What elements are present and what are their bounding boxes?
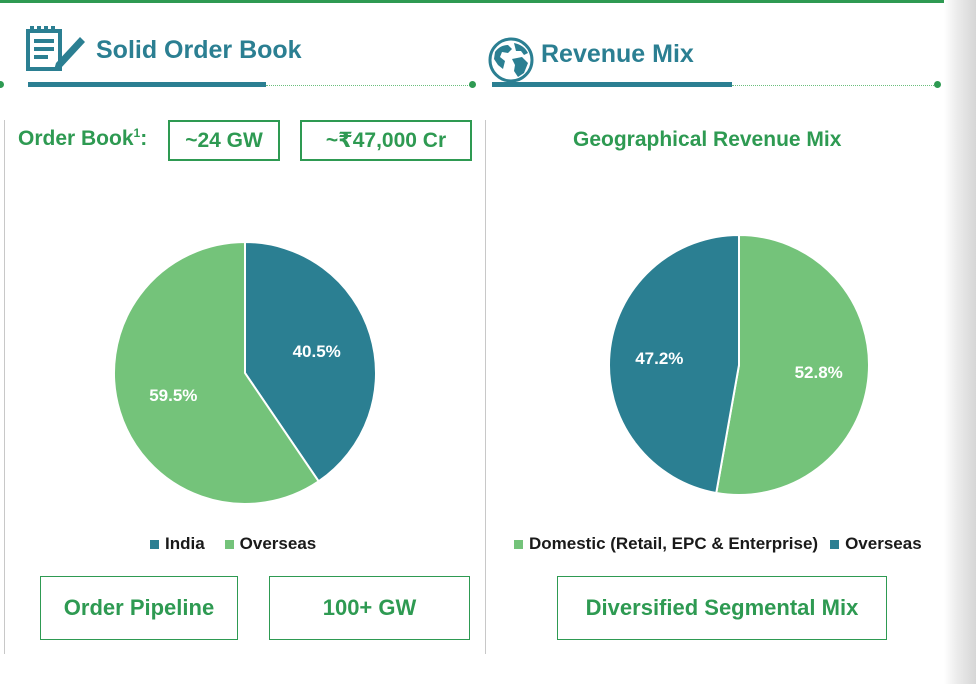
revenue-mix-legend: Domestic (Retail, EPC & Enterprise) Over… [514,534,922,554]
right-edge-shadow [944,0,976,684]
notepad-pen-icon [26,26,85,71]
legend-item-overseas-revenue: Overseas [830,534,922,554]
legend-swatch-india [150,539,159,549]
right-header-dotline [732,85,938,86]
diversified-mix-box: Diversified Segmental Mix [557,576,887,640]
pie-data-label: 47.2% [635,349,683,368]
left-header-dot-end [469,81,476,88]
legend-swatch-overseas [224,539,234,549]
order-book-legend: India Overseas [150,534,316,554]
legend-swatch-domestic [514,539,523,549]
revenue-mix-pie-chart: 52.8% 47.2% [608,233,870,496]
left-header-dot-start [0,81,4,88]
geo-revenue-subtitle: Geographical Revenue Mix [573,128,842,151]
top-accent-line [0,0,976,3]
left-header-bar [28,82,266,87]
pie-slice-overseas [608,233,740,495]
globe-icon [488,37,534,83]
pie-data-label: 52.8% [795,363,843,382]
pie-slice-domestic-retail-epc-enterprise [715,233,870,496]
pipeline-value-box: 100+ GW [269,576,470,640]
right-header-bar [492,82,732,87]
order-book-label: Order Book1: [18,126,148,150]
legend-item-domestic: Domestic (Retail, EPC & Enterprise) [514,534,818,554]
pie-data-label: 59.5% [149,386,197,405]
legend-item-india: India [150,534,205,554]
order-pipeline-box: Order Pipeline [40,576,238,640]
right-section-title: Revenue Mix [541,40,694,68]
order-book-pie-chart: 40.5% 59.5% [113,240,377,505]
pie-slice-india [244,240,377,483]
pie-slice-overseas [113,240,321,505]
pie-data-label: 40.5% [293,342,341,361]
right-header-dot-end [934,81,941,88]
left-section-title: Solid Order Book [96,36,302,64]
order-book-value-box: ~₹47,000 Cr [300,120,472,161]
legend-item-overseas: Overseas [224,534,316,554]
legend-swatch-overseas-revenue [830,539,840,549]
left-edge-divider [4,120,5,654]
center-divider [485,120,486,654]
order-book-footnote: 1 [133,126,141,140]
left-header-dotline [266,85,472,86]
order-book-gw-box: ~24 GW [168,120,280,161]
